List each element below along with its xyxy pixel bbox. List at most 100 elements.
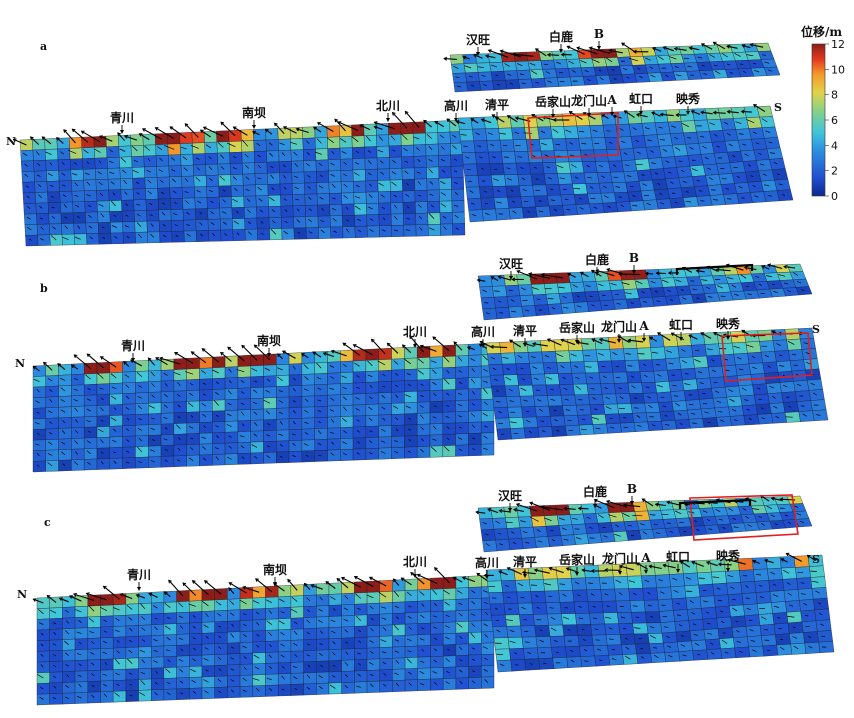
slip-vector <box>81 130 101 143</box>
slip-vector <box>468 75 473 78</box>
slip-vector <box>356 615 361 621</box>
slip-cell <box>455 411 469 424</box>
slip-vector <box>606 605 610 608</box>
slip-vector <box>471 613 476 616</box>
slip-vector <box>116 683 120 687</box>
slip-vector <box>622 68 628 71</box>
slip-cell <box>186 357 200 370</box>
slip-cell <box>341 604 355 617</box>
slip-cell <box>480 297 496 310</box>
slip-vector <box>496 390 499 392</box>
slip-cell <box>87 627 101 639</box>
slip-vector-head <box>63 129 67 133</box>
slip-vector <box>625 655 631 660</box>
slip-cell <box>327 449 341 462</box>
slip-cell <box>674 419 691 430</box>
slip-cell <box>340 181 354 194</box>
slip-vector <box>125 384 130 389</box>
slip-cell <box>429 378 443 391</box>
slip-cell <box>573 383 589 396</box>
slip-vector <box>559 71 563 74</box>
colorbar-tick-label: 2 <box>831 165 838 178</box>
slip-vector-head <box>641 498 646 502</box>
slip-vector <box>330 162 335 166</box>
slip-cell <box>316 616 330 629</box>
slip-cell <box>704 107 721 121</box>
slip-vector <box>115 672 120 676</box>
slip-cell <box>135 403 149 415</box>
slip-vector <box>665 74 669 77</box>
slip-vector <box>150 449 155 452</box>
slip-vector <box>292 365 296 370</box>
slip-vector <box>550 627 557 632</box>
slip-cell <box>148 413 162 425</box>
slip-vector <box>669 181 674 184</box>
slip-vector <box>682 123 689 128</box>
place-pointer-head <box>476 52 480 56</box>
slip-vector <box>357 673 361 677</box>
slip-cell <box>94 146 108 159</box>
slip-vector <box>446 369 450 374</box>
slip-vector <box>730 586 735 589</box>
slip-cell <box>620 422 636 433</box>
slip-vector <box>103 630 107 633</box>
slip-vector <box>637 67 641 70</box>
slip-vector <box>242 689 247 693</box>
slip-vector <box>166 692 171 695</box>
slip-cell <box>667 187 684 199</box>
slip-vector-head <box>287 578 291 583</box>
slip-cell <box>788 349 804 361</box>
slip-vector <box>617 335 630 343</box>
slip-vector <box>614 293 619 296</box>
place-pointer-head <box>386 118 390 122</box>
slip-vector <box>268 142 273 146</box>
slip-vector <box>654 654 659 658</box>
slip-vector <box>485 312 490 315</box>
slip-cell <box>532 294 549 306</box>
slip-cell <box>713 152 731 165</box>
slip-cell <box>645 412 662 423</box>
slip-cell <box>268 194 281 207</box>
slip-cell <box>304 182 318 195</box>
slip-vector <box>318 675 323 679</box>
slip-vector <box>420 448 424 453</box>
slip-vector <box>463 145 468 148</box>
slip-vector <box>707 632 712 635</box>
slip-cell <box>762 644 779 657</box>
slip-vector <box>818 602 822 605</box>
slip-vector <box>506 368 510 370</box>
slip-vector-head <box>201 348 206 352</box>
slip-cell <box>642 587 659 601</box>
slip-cell <box>745 341 762 354</box>
slip-vector <box>604 616 612 619</box>
slip-vector-head <box>199 129 204 134</box>
slip-vector <box>428 168 433 174</box>
slip-vector <box>331 208 337 211</box>
slip-vector <box>283 186 287 190</box>
slip-vector-head <box>452 576 457 581</box>
slip-cell <box>472 128 488 141</box>
slip-vector <box>685 200 692 203</box>
slip-cell <box>316 193 330 206</box>
slip-vector <box>296 208 300 212</box>
slip-vector-head <box>72 592 77 597</box>
slip-vector <box>202 413 207 418</box>
slip-cell <box>687 154 704 167</box>
slip-vector <box>332 641 336 645</box>
slip-vector <box>550 188 554 191</box>
slip-vector <box>379 160 384 164</box>
slip-vector <box>495 619 500 622</box>
slip-cell <box>608 160 624 173</box>
slip-cell <box>84 201 98 213</box>
slip-cell <box>62 681 76 694</box>
slip-vector-head <box>416 573 421 578</box>
slip-vector <box>317 420 322 424</box>
slip-cell <box>514 60 530 71</box>
slip-cell <box>354 681 368 694</box>
slip-cell <box>562 405 578 416</box>
slip-cell <box>600 192 617 204</box>
slip-vector <box>458 356 463 362</box>
slip-cell <box>477 507 493 520</box>
slip-vector <box>146 169 151 173</box>
slip-vector-head <box>57 363 61 367</box>
